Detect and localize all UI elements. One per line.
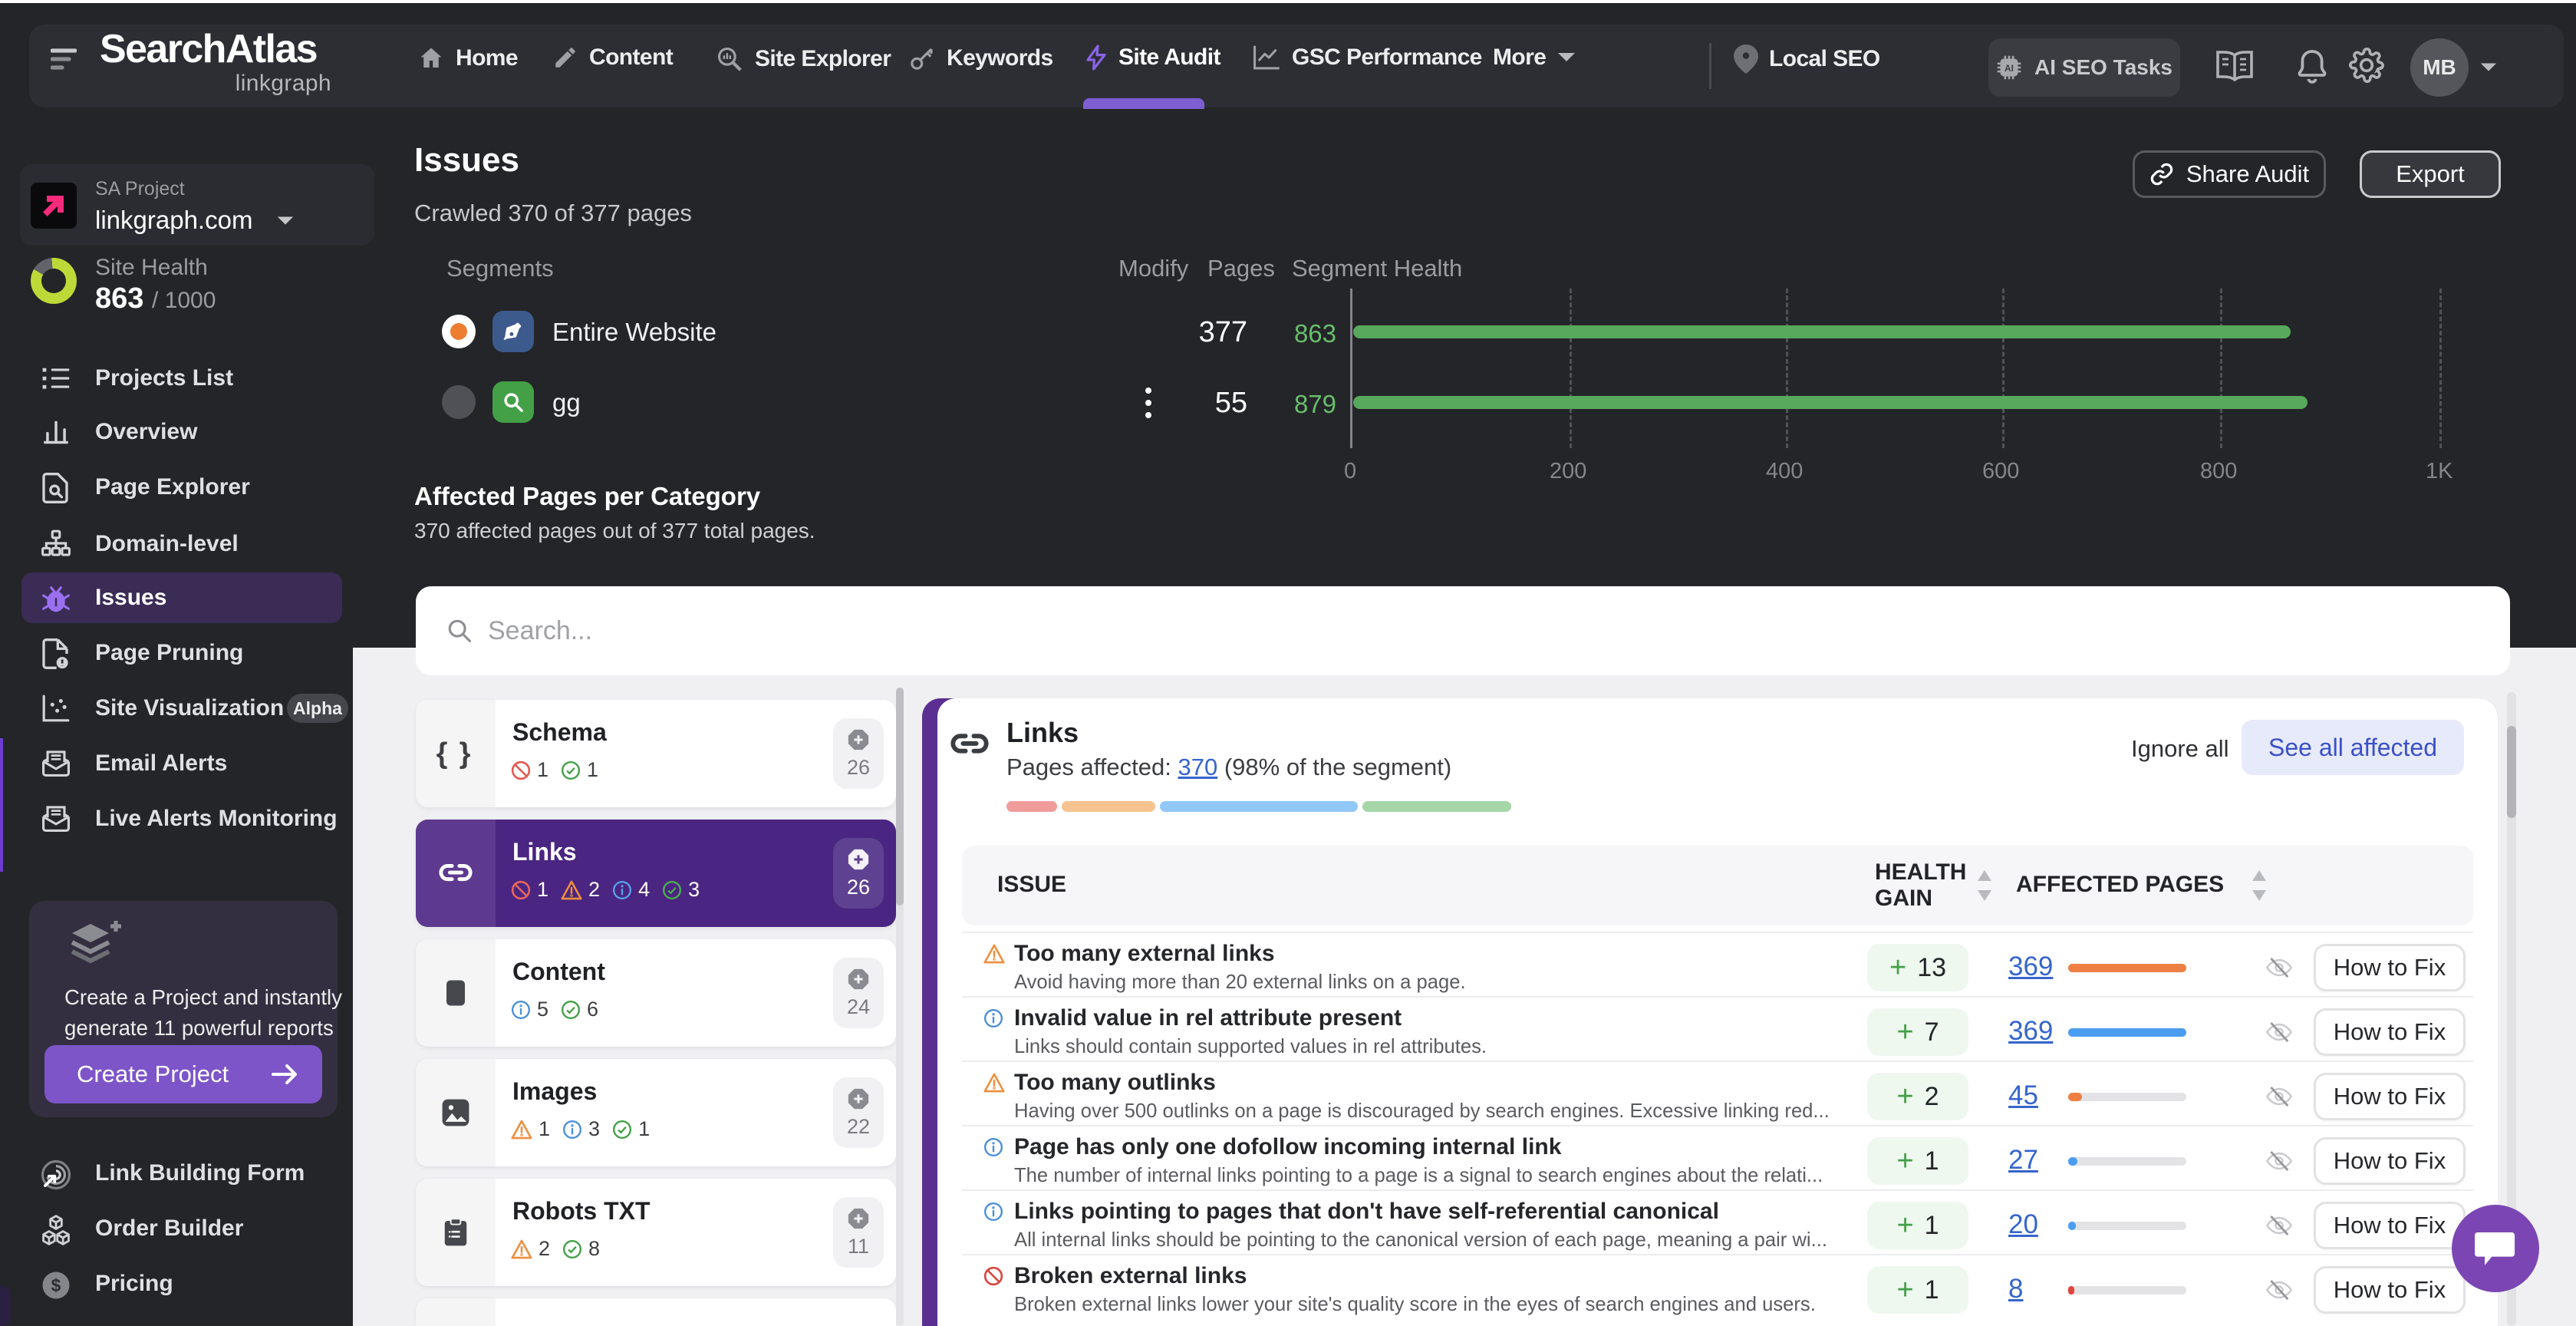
- svg-text:$: $: [51, 1275, 61, 1295]
- svg-text:AI: AI: [2004, 63, 2014, 74]
